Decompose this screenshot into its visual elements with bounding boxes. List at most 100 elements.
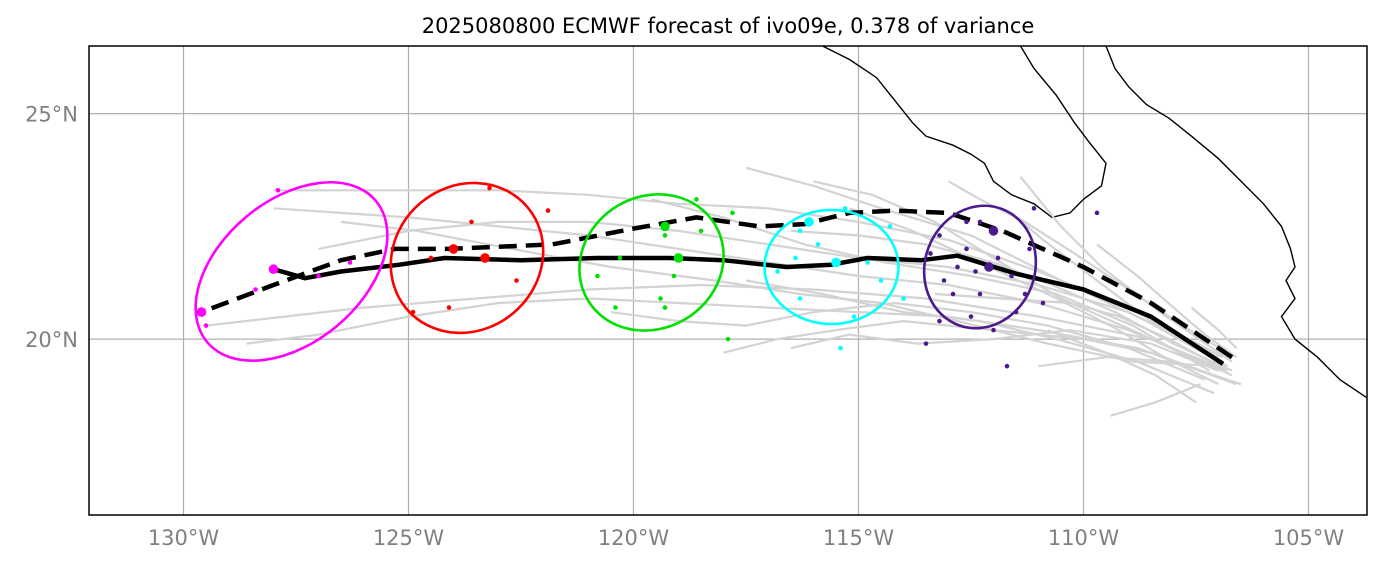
member-point bbox=[698, 228, 704, 234]
chart-title: 2025080800 ECMWF forecast of ivo09e, 0.3… bbox=[422, 14, 1035, 38]
plot-area bbox=[194, 46, 1367, 417]
axis-ticks: 130°W 125°W 120°W 115°W 110°W 105°W 20°N 25°N bbox=[25, 103, 1344, 550]
cluster-mean-point bbox=[660, 221, 670, 232]
lon-tick-label: 115°W bbox=[823, 526, 895, 550]
member-point bbox=[1031, 206, 1037, 211]
ensemble-track bbox=[1047, 329, 1197, 404]
member-point bbox=[887, 224, 893, 229]
cluster-mean-point bbox=[673, 253, 684, 263]
ensemble-track bbox=[849, 207, 1219, 386]
ensemble-track bbox=[610, 301, 1206, 381]
lon-tick-label: 120°W bbox=[598, 526, 670, 550]
ensemble-track bbox=[1019, 176, 1233, 363]
member-point bbox=[865, 260, 870, 265]
ensemble-track bbox=[723, 320, 1215, 377]
member-point bbox=[815, 242, 821, 247]
ensemble-track bbox=[813, 180, 1219, 372]
member-point bbox=[694, 197, 699, 202]
ensemble-track bbox=[340, 220, 1224, 368]
member-point bbox=[253, 287, 258, 292]
member-point bbox=[991, 327, 996, 333]
member-point bbox=[838, 345, 843, 351]
member-point bbox=[662, 233, 668, 238]
member-point bbox=[1004, 363, 1010, 369]
member-point bbox=[469, 219, 474, 225]
member-point bbox=[964, 219, 969, 225]
member-point bbox=[514, 278, 519, 283]
member-point bbox=[964, 246, 969, 252]
member-point bbox=[428, 255, 434, 261]
member-point bbox=[347, 260, 353, 265]
member-point bbox=[955, 264, 960, 270]
cluster-mean-point bbox=[268, 264, 279, 275]
member-point bbox=[1009, 273, 1014, 279]
member-point bbox=[941, 278, 947, 283]
member-point bbox=[316, 273, 321, 279]
ensemble-track bbox=[651, 198, 1211, 372]
member-point bbox=[851, 314, 857, 319]
member-point bbox=[901, 296, 906, 301]
coastlines bbox=[822, 46, 1367, 399]
member-point bbox=[1013, 309, 1019, 315]
member-point bbox=[275, 188, 281, 193]
ensemble-tracks bbox=[205, 166, 1242, 417]
cluster-mean-point bbox=[831, 257, 841, 268]
cluster-mean-point bbox=[448, 244, 459, 254]
member-point bbox=[923, 341, 929, 346]
ensemble-track bbox=[934, 292, 1220, 368]
lon-tick-label: 130°W bbox=[148, 526, 220, 550]
member-point bbox=[973, 269, 978, 274]
lon-tick-label: 125°W bbox=[373, 526, 445, 550]
ensemble-track bbox=[1038, 356, 1242, 386]
mean-track-dashed bbox=[200, 208, 1234, 360]
cluster-groups bbox=[194, 180, 1100, 369]
ensemble-track bbox=[745, 279, 1215, 395]
member-point bbox=[487, 185, 492, 191]
lat-tick-label: 25°N bbox=[25, 103, 78, 127]
coastline bbox=[1105, 46, 1367, 399]
lon-tick-label: 110°W bbox=[1048, 526, 1120, 550]
member-point bbox=[797, 228, 803, 234]
member-point bbox=[203, 323, 209, 328]
member-point bbox=[1094, 210, 1100, 216]
lat-tick-label: 20°N bbox=[25, 328, 78, 352]
cluster-ellipse bbox=[578, 193, 725, 332]
ensemble-track bbox=[273, 207, 1228, 372]
member-point bbox=[617, 255, 623, 261]
cluster-mean-point bbox=[480, 253, 490, 263]
cluster-mean-point bbox=[984, 262, 994, 272]
cluster-ellipse bbox=[194, 180, 389, 362]
member-point bbox=[1027, 246, 1032, 252]
member-point bbox=[775, 269, 780, 274]
ensemble-track bbox=[1096, 243, 1238, 359]
member-point bbox=[977, 219, 983, 225]
member-point bbox=[1040, 300, 1046, 306]
ensemble-track bbox=[1010, 212, 1224, 363]
member-point bbox=[950, 291, 956, 297]
ensemble-track bbox=[1110, 383, 1201, 417]
ensemble-track bbox=[1190, 306, 1238, 349]
member-point bbox=[446, 305, 452, 310]
cluster-mean-point bbox=[196, 307, 207, 317]
member-point bbox=[658, 296, 663, 301]
member-point bbox=[842, 206, 848, 211]
ensemble-track bbox=[790, 329, 1219, 372]
member-point bbox=[662, 305, 668, 310]
cluster-mean-point bbox=[804, 217, 814, 227]
member-point bbox=[977, 291, 983, 297]
cluster-ellipse bbox=[922, 204, 1038, 330]
member-point bbox=[545, 208, 551, 213]
member-point bbox=[878, 278, 884, 283]
member-point bbox=[725, 336, 731, 342]
member-point bbox=[928, 251, 933, 256]
member-point bbox=[410, 309, 416, 315]
member-point bbox=[968, 314, 974, 319]
cluster-ellipse bbox=[389, 181, 545, 335]
lon-tick-label: 105°W bbox=[1273, 526, 1345, 550]
member-point bbox=[937, 318, 942, 324]
member-point bbox=[995, 255, 1001, 261]
member-point bbox=[937, 233, 942, 238]
coastline bbox=[822, 46, 1107, 219]
